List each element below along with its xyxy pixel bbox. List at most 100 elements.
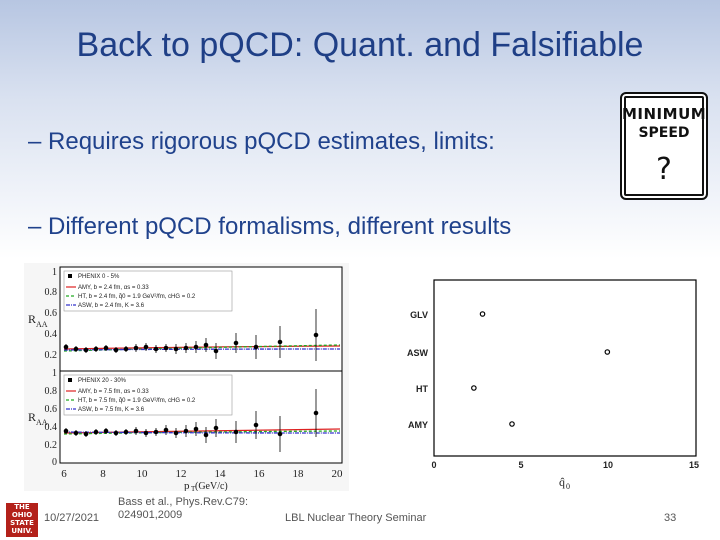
phenix-20-30-point [313,410,319,416]
cat-glv: GLV [410,310,428,320]
phenix-20-30-point [73,430,79,436]
y-tick-top-0.6: 0.6 [45,308,58,319]
y-tick-bottom-0.2: 0.2 [45,440,58,451]
phenix-points [63,309,319,452]
qhat-point-ht [471,385,477,391]
ylabel-bottom-sub: AA [36,418,48,427]
qhat-x-tick-15: 15 [689,460,699,470]
ylabel-top: R [28,312,36,326]
qhat-point-glv [479,311,486,317]
sign-line-1: MINIMUM [622,105,707,123]
phenix-20-30-point [153,429,159,435]
ylabel-bottom: R [28,410,36,424]
y-tick-bottom-0.6: 0.6 [45,404,58,415]
legend-bottom-asw: ASW, b = 7.5 fm, K = 3.6 [78,407,145,413]
x-tick-16: 16 [254,468,266,480]
minimum-speed-sign: MINIMUM SPEED ? [620,92,708,200]
phenix-20-30-point [103,428,109,434]
qhat-xlabel: q̂ [559,475,565,489]
phenix-20-30-point [143,430,149,436]
cat-asw: ASW [407,348,429,358]
x-tick-10: 10 [137,468,149,480]
y-tick-bottom-0.4: 0.4 [45,422,58,433]
phenix-0-5-point [63,344,69,350]
qhat-points [471,311,611,427]
raa-plot: 1 0.8 0.6 0.4 0.2 1 0.8 0.6 0.4 0.2 0 R … [28,266,344,493]
qhat-point-asw [604,349,611,355]
footer-reference: Bass et al., Phys.Rev.C79: 024901,2009 [118,496,248,522]
phenix-20-30-point [253,422,259,428]
phenix-0-5-point [123,346,129,352]
phenix-0-5-point [73,346,79,352]
reference-line-2: 024901,2009 [118,509,183,521]
phenix-0-5-point [313,332,319,338]
phenix-0-5-point [103,345,109,351]
top-asw-curve [63,348,341,351]
bottom-asw-curve [63,431,341,434]
phenix-20-30-point [83,431,89,437]
bullet-2: – Different pQCD formalisms, different r… [28,213,512,240]
phenix-20-30-point [183,428,189,434]
ylabel-top-sub: AA [36,320,48,329]
sign-line-2: SPEED [638,125,690,141]
qhat-x-tick-10: 10 [603,460,613,470]
x-tick-8: 8 [100,468,106,480]
qhat-frame [433,279,697,457]
legend-bottom-ht: HT, b = 7.5 fm, q̂0 = 1.9 GeV²/fm, cHG =… [78,398,196,404]
xlabel: p [184,480,190,491]
phenix-0-5-point [163,345,169,351]
x-tick-20: 20 [332,468,344,480]
reference-line-1: Bass et al., Phys.Rev.C79: [118,496,249,508]
phenix-0-5-point [113,347,119,353]
x-tick-12: 12 [176,468,187,480]
x-tick-14: 14 [215,468,227,480]
legend-top-amy: AMY, b = 2.4 fm, αs = 0.33 [78,285,149,291]
phenix-0-5-point [253,344,259,350]
qhat-x-tick-0: 0 [431,460,436,470]
phenix-0-5-point [83,347,89,353]
legend-bottom-amy: AMY, b = 7.5 fm, αs = 0.33 [78,389,149,395]
legend-top-phenix: PHENIX 0 - 5% [78,274,120,280]
phenix-0-5-point [277,339,283,345]
xlabel-unit: (GeV/c) [195,481,228,491]
legend-top-asw: ASW, b = 2.4 fm, K = 3.6 [78,303,145,309]
phenix-20-30-point [213,425,219,431]
qhat-figure: GLV ASW HT AMY 0 5 10 15 q̂ 0 [388,276,700,498]
phenix-20-30-point [93,429,99,435]
phenix-20-30-point [163,427,169,433]
phenix-0-5-point [203,342,209,348]
phenix-20-30-point [113,430,119,436]
phenix-0-5-point [173,346,179,352]
phenix-0-5-point [183,345,189,351]
legend-top-ht: HT, b = 2.4 fm, q̂0 = 1.9 GeV²/fm, cHG =… [78,294,196,300]
y-tick-bottom-0.8: 0.8 [45,386,58,397]
osu-logo: THE OHIO STATE UNIV. [6,503,38,537]
y-tick-bottom-0: 0 [52,457,57,468]
x-tick-6: 6 [61,468,67,480]
phenix-20-30-point [277,431,283,437]
qhat-xlabel-sub: 0 [566,482,570,491]
phenix-20-30-point [233,429,239,435]
phenix-20-30-point [193,426,199,432]
xlabel-sub: T [191,485,196,491]
qhat-plot: GLV ASW HT AMY 0 5 10 15 q̂ 0 [407,279,699,491]
phenix-0-5-point [93,346,99,352]
phenix-0-5-point [153,346,159,352]
qhat-x-tick-5: 5 [518,460,523,470]
phenix-20-30-point [173,430,179,436]
raa-figure: 1 0.8 0.6 0.4 0.2 1 0.8 0.6 0.4 0.2 0 R … [24,263,349,493]
page-number: 33 [664,512,677,524]
phenix-0-5-point [143,344,149,350]
slide-title: Back to pQCD: Quant. and Falsifiable [76,26,644,64]
y-tick-bottom-1: 1 [52,368,57,379]
phenix-20-30-point [123,429,129,435]
phenix-0-5-point [233,340,239,346]
qhat-point-amy [509,421,515,427]
footer-date: 10/27/2021 [44,512,100,524]
y-tick-top-0.8: 0.8 [45,287,58,298]
y-tick-top-0.4: 0.4 [45,329,58,340]
cat-ht: HT [416,384,428,394]
cat-amy: AMY [408,420,428,430]
phenix-0-5-point [193,344,199,350]
phenix-0-5-point [213,348,219,354]
